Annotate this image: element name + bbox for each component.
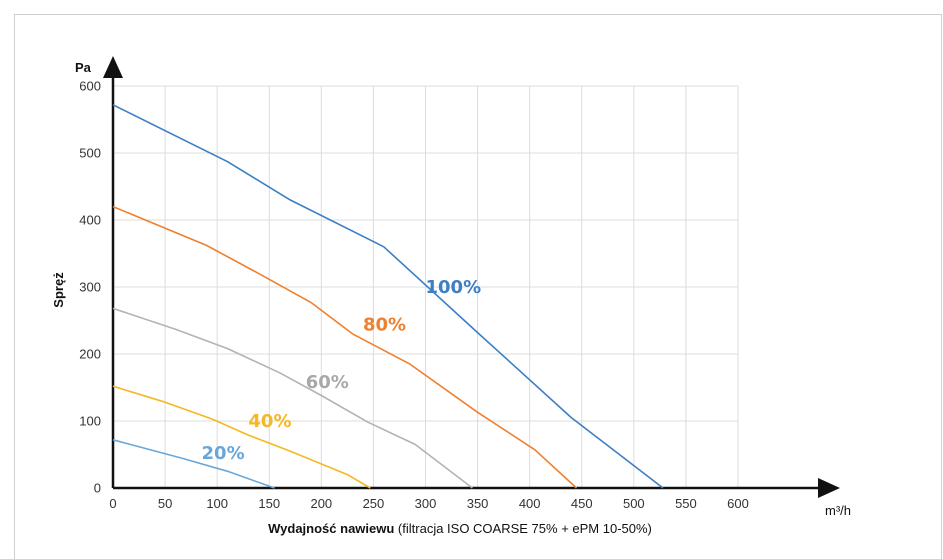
axes [103,56,840,498]
x-tick-label: 200 [310,496,332,511]
y-axis-arrow [103,56,123,78]
x-tick-label: 350 [467,496,489,511]
x-unit-label: m³/h [825,503,851,518]
x-tick-label: 150 [258,496,280,511]
y-tick-label: 100 [79,414,101,429]
series-line-80pct [112,205,578,489]
series-line-40pct [112,385,371,489]
series-line-20pct [112,439,275,489]
y-unit-label: Pa [75,60,92,75]
curve-label-80pct: 80% [363,315,406,336]
curve-labels: 100% 80% 60% 40%20% [202,277,482,464]
x-tick-label: 250 [363,496,385,511]
grid [113,85,739,488]
x-tick-label: 300 [415,496,437,511]
x-axis-title-rest: (filtracja ISO COARSE 75% + ePM 10-50%) [394,521,652,536]
y-tick-label: 600 [79,79,101,94]
x-axis-title: Wydajność nawiewu (filtracja ISO COARSE … [268,521,652,536]
x-tick-label: 500 [623,496,645,511]
x-axis-arrow [818,478,840,498]
ticks: 0 50 100 150 200 250 300 350 400 450 500 550 600 0 100… [79,79,749,512]
y-tick-label: 300 [79,280,101,295]
series [112,104,664,489]
x-axis-title-bold: Wydajność nawiewu [268,521,394,536]
y-tick-label: 400 [79,213,101,228]
x-tick-label: 550 [675,496,697,511]
curve-label-40pct: 40% [248,411,291,432]
y-tick-label: 0 [94,481,101,496]
chart-frame [14,14,942,559]
x-tick-label: 450 [571,496,593,511]
x-tick-label: 100 [206,496,228,511]
series-line-100pct [112,104,664,489]
x-tick-label: 0 [109,496,116,511]
series-line-60pct [112,307,473,489]
x-tick-label: 400 [519,496,541,511]
y-axis-title: Spręż [51,272,66,308]
curve-label-20pct: 20% [202,443,245,464]
x-tick-label: 50 [158,496,172,511]
curve-label-100pct: 100% [426,277,482,298]
y-tick-label: 500 [79,146,101,161]
y-tick-label: 200 [79,347,101,362]
curve-label-60pct: 60% [306,372,349,393]
x-tick-label: 600 [727,496,749,511]
